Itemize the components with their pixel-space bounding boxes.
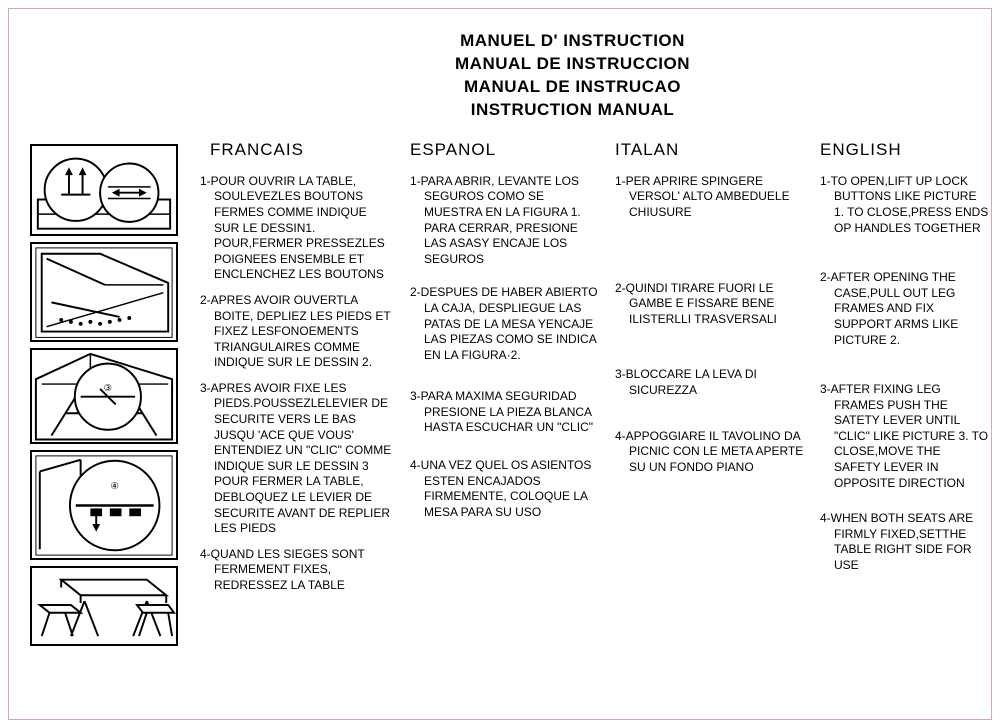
diagram-5-svg	[32, 568, 176, 646]
step: 2-QUINDI TIRARE FUORI LE GAMBE E FISSARE…	[615, 281, 804, 328]
diagram-3-svg: ③	[32, 350, 176, 443]
diagram-2	[30, 242, 178, 342]
step: 1-PARA ABRIR, LEVANTE LOS SEGUROS COMO S…	[410, 174, 599, 268]
step: 4-WHEN BOTH SEATS ARE FIRMLY FIXED,SETTH…	[820, 511, 989, 573]
diagram-3: ③	[30, 348, 178, 444]
instruction-manual: MANUEL D' INSTRUCTION MANUAL DE INSTRUCC…	[30, 30, 960, 698]
diagram-1	[30, 144, 178, 236]
col-es: 1-PARA ABRIR, LEVANTE LOS SEGUROS COMO S…	[410, 174, 605, 698]
col-fr: 1-POUR OUVRIR LA TABLE, SOULEVEZLES BOUT…	[200, 174, 400, 698]
step: 4-QUAND LES SIEGES SONT FERMEMENT FIXES,…	[200, 547, 394, 594]
step: 4-APPOGGIARE IL TAVOLINO DA PICNIC CON L…	[615, 429, 804, 476]
lang-header-fr: FRANCAIS	[200, 140, 400, 160]
step: 1-PER APRIRE SPINGERE VERSOL' ALTO AMBED…	[615, 174, 804, 221]
diagram-5	[30, 566, 178, 646]
title-line: INSTRUCTION MANUAL	[150, 99, 995, 122]
diagram-2-svg	[32, 244, 176, 341]
step: 2-AFTER OPENING THE CASE,PULL OUT LEG FR…	[820, 270, 989, 348]
diagram-4: ④	[30, 450, 178, 560]
title-line: MANUAL DE INSTRUCCION	[150, 53, 995, 76]
diagram-1-svg	[32, 146, 176, 236]
title-block: MANUEL D' INSTRUCTION MANUAL DE INSTRUCC…	[30, 30, 995, 122]
step: 2-APRES AVOIR OUVERTLA BOITE, DEPLIEZ LE…	[200, 293, 394, 371]
svg-text:③: ③	[104, 383, 113, 394]
lang-header-en: ENGLISH	[820, 140, 995, 160]
step: 3-APRES AVOIR FIXE LES PIEDS.POUSSEZLELE…	[200, 381, 394, 537]
step: 2-DESPUES DE HABER ABIERTO LA CAJA, DESP…	[410, 285, 599, 363]
title-line: MANUAL DE INSTRUCAO	[150, 76, 995, 99]
step: 3-AFTER FIXING LEG FRAMES PUSH THE SATET…	[820, 382, 989, 491]
step: 4-UNA VEZ QUEL OS ASIENTOS ESTEN ENCAJAD…	[410, 458, 599, 520]
lang-header-it: ITALAN	[615, 140, 810, 160]
diagram-column: ③ ④	[30, 140, 190, 698]
step: 1-POUR OUVRIR LA TABLE, SOULEVEZLES BOUT…	[200, 174, 394, 283]
step: 3-PARA MAXIMA SEGURIDAD PRESIONE LA PIEZ…	[410, 389, 599, 436]
col-en: 1-TO OPEN,LIFT UP LOCK BUTTONS LIKE PICT…	[820, 174, 995, 698]
lang-header-es: ESPANOL	[410, 140, 605, 160]
title-line: MANUEL D' INSTRUCTION	[150, 30, 995, 53]
diagram-4-svg: ④	[32, 452, 176, 559]
step: 3-BLOCCARE LA LEVA DI SICUREZZA	[615, 367, 804, 398]
col-it: 1-PER APRIRE SPINGERE VERSOL' ALTO AMBED…	[615, 174, 810, 698]
svg-text:④: ④	[110, 481, 119, 492]
step: 1-TO OPEN,LIFT UP LOCK BUTTONS LIKE PICT…	[820, 174, 989, 236]
